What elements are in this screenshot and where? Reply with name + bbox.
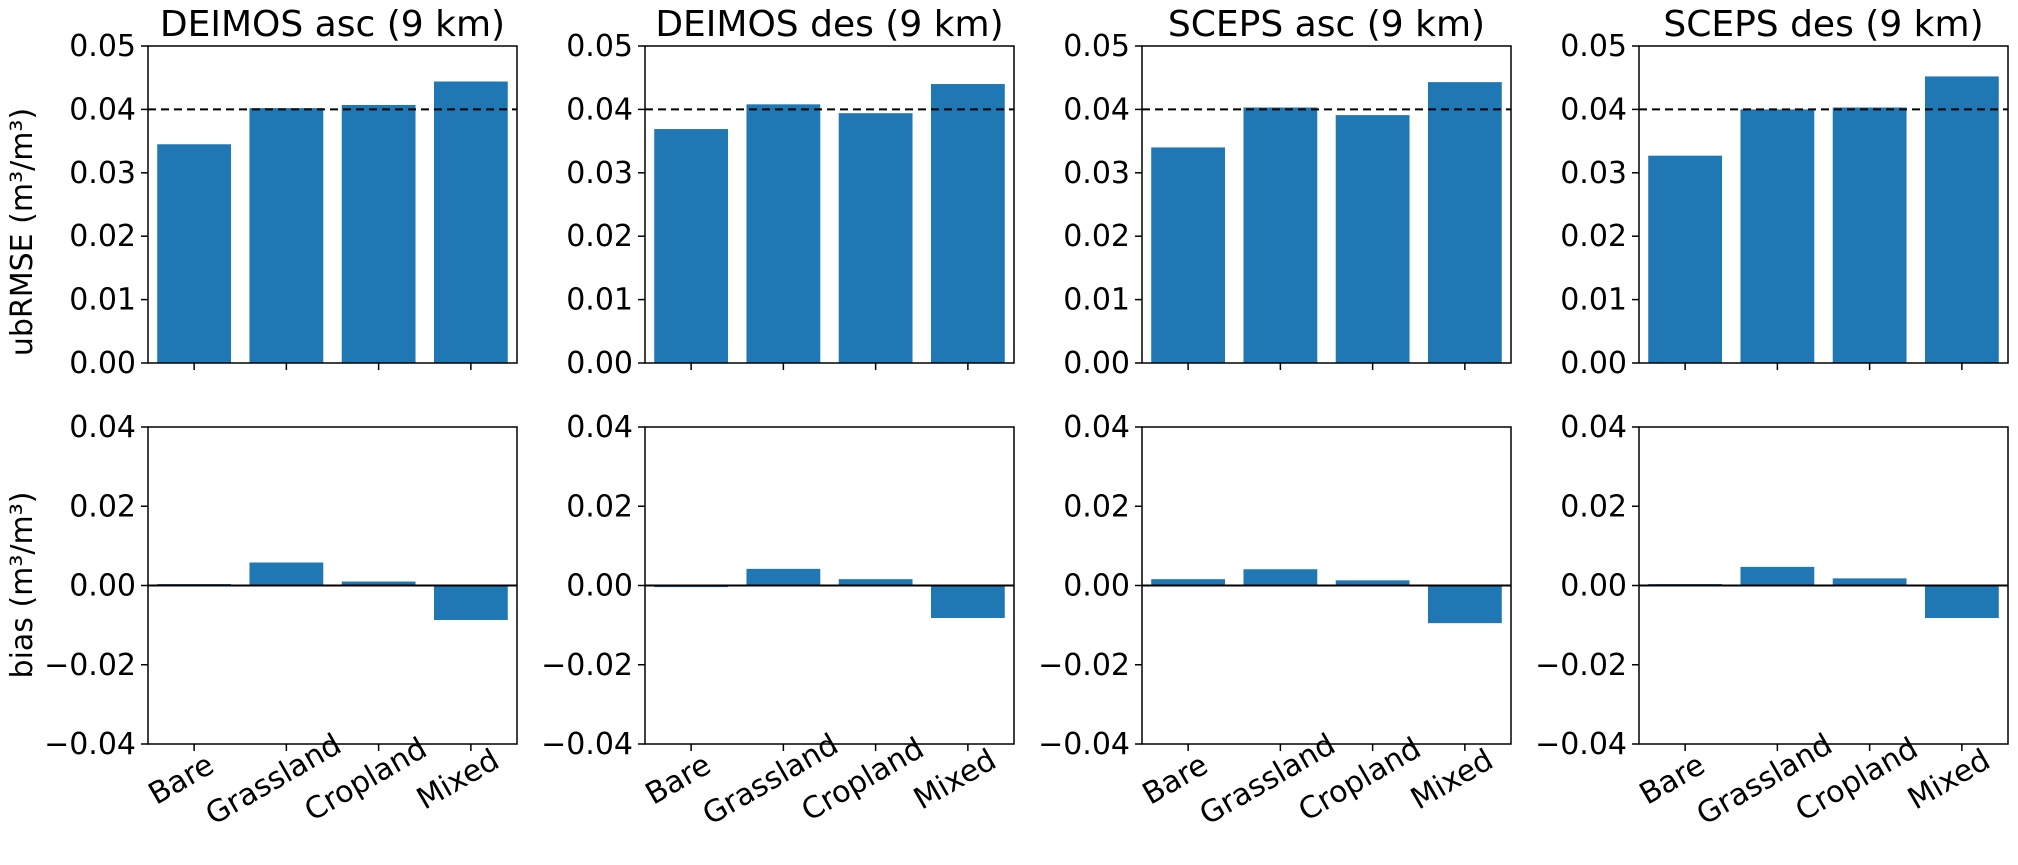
ytick-label: −0.02 bbox=[541, 648, 633, 683]
bar-mixed bbox=[433, 585, 508, 620]
ytick-label: −0.02 bbox=[1535, 648, 1627, 683]
ytick-label: −0.04 bbox=[44, 727, 136, 762]
bar-cropland bbox=[1335, 580, 1410, 586]
ytick-label: 0.04 bbox=[1063, 92, 1130, 127]
bar-bare bbox=[654, 129, 729, 363]
ytick-label: 0.05 bbox=[1560, 29, 1627, 64]
subplot-title: SCEPS des (9 km) bbox=[1663, 4, 1983, 45]
ytick-label: 0.02 bbox=[1063, 489, 1130, 524]
ytick-label: 0.03 bbox=[566, 156, 633, 191]
subplot-6: BareGrasslandCroplandMixed−0.04−0.020.00… bbox=[541, 410, 1015, 832]
bar-bare bbox=[1151, 147, 1226, 363]
bar-mixed bbox=[433, 81, 508, 363]
ytick-label: 0.00 bbox=[69, 346, 136, 381]
ylabel-ubrmse: ubRMSE (m³/m³) bbox=[5, 108, 40, 356]
plot-frame bbox=[147, 426, 518, 745]
bar-cropland bbox=[1335, 115, 1410, 363]
ytick-label: 0.00 bbox=[69, 569, 136, 604]
subplot-title: DEIMOS des (9 km) bbox=[655, 4, 1003, 45]
bar-cropland bbox=[1832, 578, 1907, 586]
ytick-label: 0.01 bbox=[69, 283, 136, 318]
ytick-label: 0.00 bbox=[566, 569, 633, 604]
ytick-label: 0.04 bbox=[566, 92, 633, 127]
ytick-label: 0.04 bbox=[566, 410, 633, 445]
ytick-label: 0.04 bbox=[1560, 410, 1627, 445]
ytick-label: 0.01 bbox=[1063, 283, 1130, 318]
subplot-8: BareGrasslandCroplandMixed−0.04−0.020.00… bbox=[1535, 410, 2009, 832]
ytick-label: 0.02 bbox=[1063, 219, 1130, 254]
ytick-label: −0.02 bbox=[1038, 648, 1130, 683]
ytick-label: 0.05 bbox=[1063, 29, 1130, 64]
ytick-label: 0.00 bbox=[566, 346, 633, 381]
ytick-label: −0.04 bbox=[1038, 727, 1130, 762]
ytick-label: 0.05 bbox=[69, 29, 136, 64]
bar-grassland bbox=[1740, 566, 1815, 586]
plot-frame bbox=[644, 45, 1015, 364]
subplot-7: BareGrasslandCroplandMixed−0.04−0.020.00… bbox=[1038, 410, 1512, 832]
bar-cropland bbox=[1832, 107, 1907, 363]
ytick-label: 0.03 bbox=[1560, 156, 1627, 191]
ytick-label: 0.04 bbox=[69, 410, 136, 445]
bar-cropland bbox=[341, 581, 416, 586]
subplot-4: SCEPS des (9 km) 0.00 0.01 0.02 0.03 0.04 0.05 bbox=[1560, 4, 2009, 381]
ytick-label: 0.02 bbox=[566, 219, 633, 254]
bar-grassland bbox=[249, 108, 324, 363]
bar-mixed bbox=[1924, 76, 1999, 363]
subplot-title: DEIMOS asc (9 km) bbox=[160, 4, 505, 45]
bar-bare bbox=[1151, 579, 1226, 586]
ytick-label: 0.01 bbox=[566, 283, 633, 318]
bar-grassland bbox=[249, 562, 324, 586]
ytick-label: 0.05 bbox=[566, 29, 633, 64]
bar-mixed bbox=[1427, 585, 1502, 624]
ytick-label: −0.04 bbox=[541, 727, 633, 762]
bar-bare bbox=[1648, 155, 1723, 363]
bar-grassland bbox=[1740, 109, 1815, 364]
ytick-label: 0.03 bbox=[69, 156, 136, 191]
bar-mixed bbox=[930, 585, 1005, 618]
ylabel-bias: bias (m³/m³) bbox=[5, 492, 40, 679]
bar-cropland bbox=[341, 104, 416, 363]
ytick-label: 0.00 bbox=[1063, 346, 1130, 381]
subplot-3: SCEPS asc (9 km) 0.00 0.01 0.02 0.03 0.04 0.05 bbox=[1063, 4, 1512, 381]
bar-cropland bbox=[838, 113, 913, 363]
bar-mixed bbox=[1924, 585, 1999, 618]
bar-grassland bbox=[746, 568, 821, 586]
ytick-label: 0.00 bbox=[1560, 569, 1627, 604]
ytick-label: 0.02 bbox=[69, 489, 136, 524]
plot-frame bbox=[644, 426, 1015, 745]
bar-grassland bbox=[1243, 107, 1318, 363]
plot-frame bbox=[1141, 45, 1512, 364]
bar-mixed bbox=[930, 84, 1005, 363]
bar-mixed bbox=[1427, 82, 1502, 363]
ytick-label: 0.01 bbox=[1560, 283, 1627, 318]
ytick-label: −0.04 bbox=[1535, 727, 1627, 762]
ytick-label: 0.02 bbox=[69, 219, 136, 254]
bar-grassland bbox=[746, 104, 821, 363]
plot-frame bbox=[1638, 45, 2009, 364]
plot-frame bbox=[147, 45, 518, 364]
ytick-label: 0.03 bbox=[1063, 156, 1130, 191]
subplot-1: DEIMOS asc (9 km) 0.00 0.01 0.02 0.03 0.04 0.0… bbox=[69, 4, 518, 381]
ytick-label: 0.00 bbox=[1063, 569, 1130, 604]
plot-frame bbox=[1141, 426, 1512, 745]
ytick-label: 0.02 bbox=[1560, 489, 1627, 524]
ytick-label: −0.02 bbox=[44, 648, 136, 683]
ytick-label: 0.02 bbox=[566, 489, 633, 524]
bar-cropland bbox=[838, 579, 913, 586]
bar-grassland bbox=[1243, 569, 1318, 586]
subplot-title: SCEPS asc (9 km) bbox=[1168, 4, 1485, 45]
subplot-5: BareGrasslandCroplandMixed−0.04−0.020.00… bbox=[44, 410, 518, 832]
ytick-label: 0.04 bbox=[1560, 92, 1627, 127]
ytick-label: 0.00 bbox=[1560, 346, 1627, 381]
ytick-label: 0.02 bbox=[1560, 219, 1627, 254]
subplot-2: DEIMOS des (9 km) 0.00 0.01 0.02 0.03 0.04 0.0… bbox=[566, 4, 1015, 381]
ytick-label: 0.04 bbox=[69, 92, 136, 127]
plot-frame bbox=[1638, 426, 2009, 745]
bar-bare bbox=[157, 144, 232, 363]
ytick-label: 0.04 bbox=[1063, 410, 1130, 445]
